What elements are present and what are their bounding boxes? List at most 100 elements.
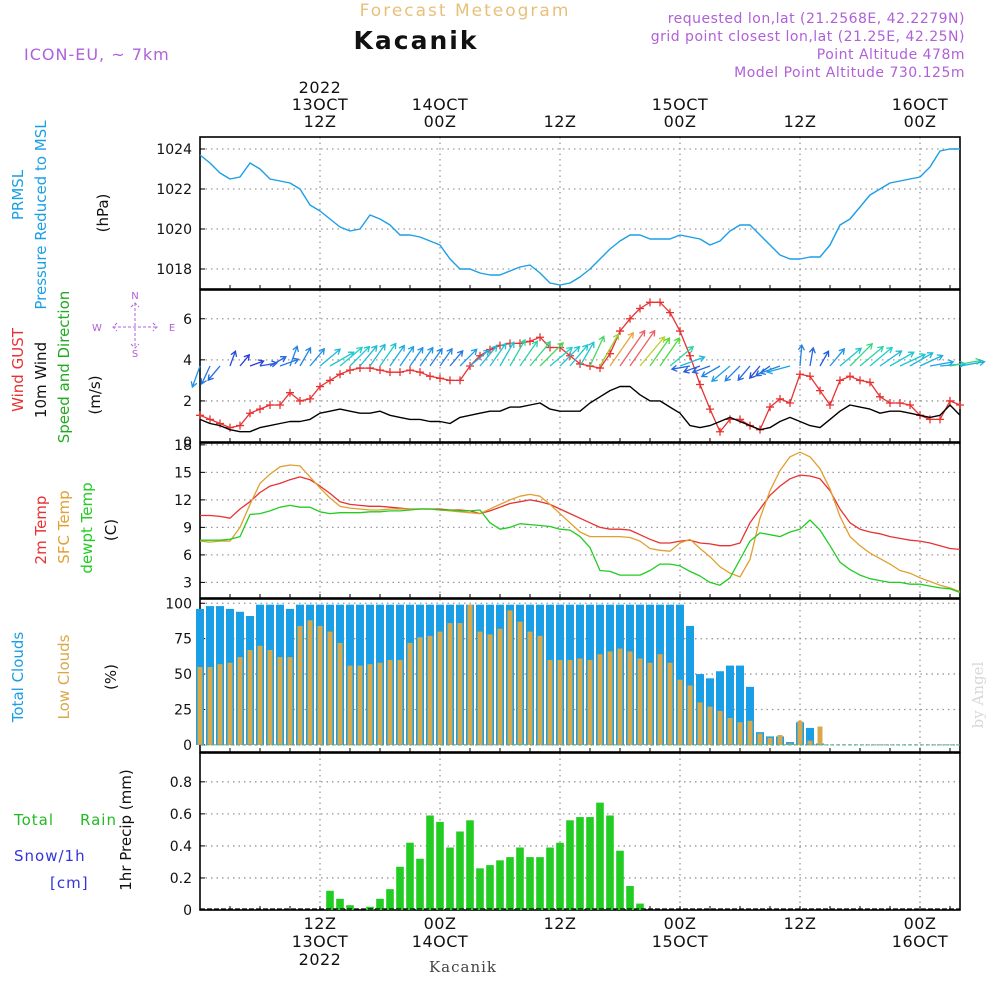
top-time-label: 12Z: [544, 112, 577, 131]
model-label: ICON-EU, ~ 7km: [24, 45, 170, 64]
low-clouds-bar: [687, 685, 693, 745]
sfc-temp-label: SFC Temp: [55, 490, 73, 563]
wind-direction-arrow: [459, 348, 478, 367]
wind-gust-marker: [786, 398, 794, 407]
top-time-label: 2022: [299, 78, 342, 97]
footer-location: Kacanik: [429, 958, 497, 976]
low-clouds-bar: [587, 659, 593, 745]
rain-bar: [626, 885, 634, 910]
wind-direction-arrow: [748, 365, 761, 380]
wind-direction-arrow: [419, 346, 434, 367]
total-label: Total: [13, 811, 54, 829]
wind-direction-arrow: [599, 333, 620, 367]
wind-direction-arrow: [269, 356, 287, 367]
wind-10m-label: 10m Wind: [32, 342, 50, 418]
wind-gust-marker: [346, 366, 354, 375]
wind-gust-marker: [626, 314, 634, 323]
y-tick-label: 1022: [156, 182, 192, 198]
wind-direction-arrow: [579, 341, 595, 367]
rain-bar: [536, 857, 544, 910]
low-clouds-bar: [277, 657, 283, 745]
wind-gust-marker: [316, 382, 324, 391]
wind-gust-marker: [246, 409, 254, 418]
location-title: Kacanik: [354, 26, 479, 55]
wind-gust-marker: [286, 388, 294, 397]
low-clouds-bar: [607, 651, 613, 745]
low-clouds-bar: [487, 634, 493, 745]
wind-direction-arrow: [449, 349, 464, 367]
low-clouds-bar: [617, 648, 623, 745]
wind-direction-arrow: [691, 365, 711, 375]
credit-watermark: by Angel: [969, 661, 987, 728]
compass-rose: [112, 302, 158, 349]
top-time-label: 00Z: [664, 112, 697, 131]
low-clouds-bar: [447, 623, 453, 745]
wind-gust-marker: [936, 415, 944, 424]
wind-gust-marker: [376, 366, 384, 375]
low-clouds-bar: [317, 625, 323, 745]
point-altitude: Point Altitude 478m: [817, 47, 965, 63]
wind-gust-marker: [636, 304, 644, 313]
wind-gust-marker: [576, 359, 584, 368]
wind-gust-marker: [446, 376, 454, 385]
wind-direction-arrow: [299, 346, 312, 367]
wind-gust-marker: [716, 427, 724, 436]
wind-gust-marker: [776, 394, 784, 403]
y-tick-label: 2: [183, 394, 192, 410]
wind-direction-arrow: [519, 340, 539, 367]
low-clouds-bar: [567, 659, 573, 745]
dewpt-line: [200, 504, 961, 594]
total-clouds-bar: [736, 665, 744, 745]
low-clouds-bar: [367, 664, 373, 745]
wind-gust-marker: [196, 411, 204, 420]
pressure-label: Pressure Reduced to MSL: [32, 120, 50, 310]
wind-gust-marker: [416, 368, 424, 377]
low-clouds-bar: [337, 642, 343, 745]
wind-gust-marker: [676, 327, 684, 336]
rain-bar: [336, 898, 344, 910]
low-clouds-bar: [327, 631, 333, 745]
low-clouds-bar: [257, 645, 263, 745]
wind-gust-marker: [556, 343, 564, 352]
y-tick-label: 1020: [156, 222, 192, 238]
low-clouds-bar: [247, 650, 253, 745]
wind-gust-marker: [806, 372, 814, 381]
y-tick-label: 0: [183, 738, 192, 754]
rain-bar: [466, 820, 474, 910]
wind-gust-marker: [276, 401, 284, 410]
wind-gust-marker: [796, 370, 804, 379]
rain-bar: [546, 847, 554, 910]
wind-direction-arrow: [289, 345, 299, 367]
low-clouds-bar: [407, 642, 413, 745]
low-clouds-bar: [217, 664, 223, 745]
low-clouds-bar: [507, 610, 513, 745]
prmsl-line: [199, 148, 960, 286]
low-clouds-bar: [677, 679, 683, 745]
wind-direction-arrow: [559, 345, 581, 367]
rain-bar: [346, 905, 354, 910]
total-clouds-bar: [726, 665, 734, 745]
y-tick-label: 15: [174, 465, 192, 481]
wind-gust-marker: [616, 327, 624, 336]
wind-direction-arrow: [379, 342, 397, 367]
total-clouds-bar: [716, 671, 724, 745]
low-clouds-bar: [737, 722, 743, 745]
low-clouds-bar: [807, 740, 813, 745]
rain-bar: [406, 842, 414, 910]
wind-direction-arrow: [889, 351, 915, 367]
wind-direction-arrow: [190, 365, 201, 389]
low-clouds-bar: [777, 735, 783, 745]
y-tick-label: 6: [183, 548, 192, 564]
rain-bar: [396, 866, 404, 910]
rain-bar: [606, 815, 614, 910]
prmsl-label: PRMSL: [9, 169, 27, 220]
bottom-time-label: 12Z: [544, 914, 577, 933]
wind-gust-marker: [386, 368, 394, 377]
rain-label: Rain: [80, 811, 117, 829]
wind-direction-arrow: [629, 329, 656, 367]
low-clouds-bar: [697, 702, 703, 745]
wind-direction-arrow: [249, 359, 265, 367]
wind-direction-arrow: [724, 365, 741, 382]
wind-gust-marker: [266, 401, 274, 410]
